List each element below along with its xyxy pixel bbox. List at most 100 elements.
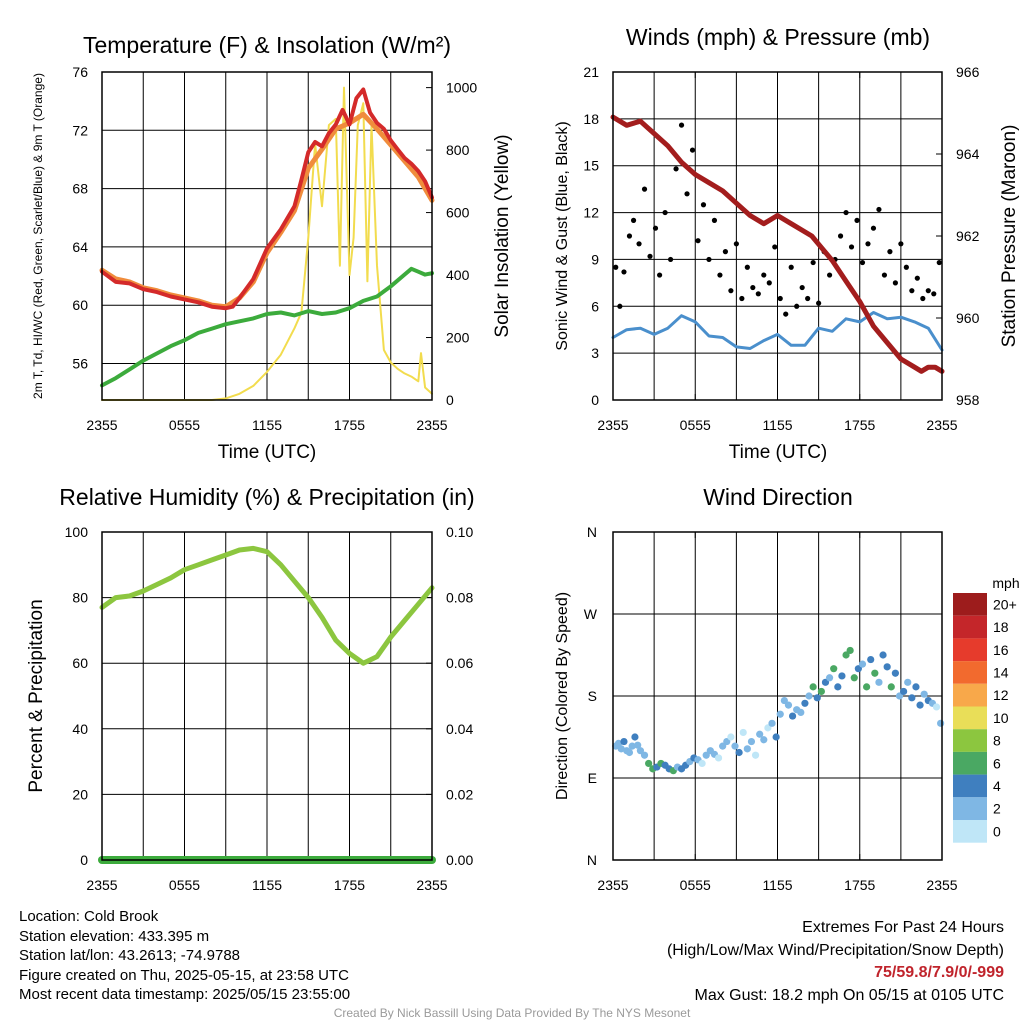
- direction-point: [805, 692, 813, 700]
- x-tick-label: 0555: [680, 417, 711, 433]
- series-2m-temperature: [100, 87, 434, 311]
- series-2m-dewpoint: [100, 266, 434, 388]
- panel-3: 2355 0555 1155 1755 2355 0 20 40 60 80 100 0.00 0.02…: [26, 484, 475, 893]
- gust-point: [843, 209, 849, 216]
- plot-frame: [612, 71, 943, 401]
- direction-point: [809, 683, 817, 691]
- gust-point: [733, 241, 739, 247]
- x-tick-label: 2355: [416, 417, 447, 433]
- direction-point: [756, 730, 764, 738]
- gust-point: [739, 295, 745, 302]
- direction-point: [883, 663, 891, 671]
- y-tick-label: 0: [80, 852, 88, 868]
- gust-point: [711, 217, 718, 223]
- direction-point: [739, 728, 747, 737]
- y-tick-label: 60: [72, 297, 88, 313]
- gust-point: [761, 272, 767, 278]
- direction-point: [640, 751, 649, 759]
- credit-line: Created By Nick Bassill Using Data Provi…: [333, 1006, 691, 1020]
- y-tick-label-right: 964: [956, 146, 980, 162]
- direction-point: [634, 741, 642, 749]
- legend-swatch: [953, 751, 987, 775]
- station-location: Location: Cold Brook: [19, 908, 159, 925]
- x-tick-label: 1155: [252, 417, 282, 433]
- gust-point: [865, 241, 871, 247]
- y-tick-label-right: 962: [956, 228, 980, 244]
- direction-point: [830, 665, 838, 673]
- gust-point: [837, 233, 844, 239]
- direction-point: [887, 683, 895, 691]
- y-tick-label-right: 0.00: [446, 852, 473, 868]
- gust-point: [810, 259, 816, 266]
- direction-point: [788, 712, 797, 720]
- series-relative-humidity: [99, 545, 435, 666]
- gust-point: [854, 217, 860, 223]
- direction-point: [801, 699, 809, 707]
- direction-point: [617, 745, 625, 753]
- direction-point: [937, 719, 945, 727]
- gust-point: [870, 225, 877, 231]
- gust-point: [826, 272, 833, 278]
- direction-point: [731, 742, 739, 750]
- gust-point: [641, 186, 648, 192]
- gust-point: [898, 241, 904, 247]
- y-tick-label-right: 200: [446, 330, 470, 346]
- y-tick-label-right: 0.02: [446, 786, 473, 802]
- speed-legend: mph 20+ 18 16 14 12 10 8 6 4 2 0: [953, 575, 1020, 843]
- legend-swatch: [953, 638, 987, 662]
- direction-point: [916, 701, 924, 709]
- y-tick-label-right: 958: [956, 392, 980, 408]
- x-tick-label: 1755: [334, 417, 365, 433]
- legend-label: 6: [993, 755, 1001, 771]
- max-gust: Max Gust: 18.2 mph On 05/15 at 0105 UTC: [694, 986, 1005, 1004]
- extremes-values: 75/59.8/7.9/0/-999: [874, 964, 1004, 981]
- x-tick-label: 2355: [86, 417, 117, 433]
- gust-point: [700, 202, 707, 208]
- x-tick-label: 2355: [926, 417, 957, 433]
- gust-point: [816, 300, 822, 306]
- y-tick-label: 15: [583, 158, 599, 174]
- legend-swatch: [953, 774, 987, 798]
- y-axis-label: Direction (Colored By Speed): [554, 592, 571, 800]
- gust-point: [667, 256, 674, 263]
- station-elevation: Station elevation: 433.395 m: [19, 927, 210, 945]
- direction-point: [838, 672, 846, 680]
- gust-point: [717, 272, 723, 278]
- x-tick-label: 1155: [252, 877, 282, 893]
- x-tick-label: 0555: [169, 417, 200, 433]
- legend-label: 8: [993, 733, 1001, 749]
- direction-point: [858, 660, 867, 668]
- y-tick-label-right: 1000: [446, 80, 477, 96]
- y-tick-label: 76: [72, 64, 88, 80]
- direction-point: [797, 708, 805, 717]
- legend-label: 18: [993, 619, 1009, 635]
- gust-point: [848, 244, 855, 250]
- y-tick-label-right: 0.06: [446, 655, 473, 671]
- legend-label: 10: [993, 710, 1009, 726]
- y-tick-label: 60: [72, 655, 88, 671]
- direction-point: [817, 687, 825, 696]
- gust-point: [630, 217, 637, 223]
- x-tick-label: 1155: [762, 417, 792, 433]
- direction-point: [645, 759, 653, 768]
- y-tick-label-right: 0.10: [446, 524, 473, 540]
- direction-point: [784, 701, 793, 709]
- gust-point: [794, 303, 800, 309]
- gust-point: [706, 256, 712, 263]
- chart-title: Relative Humidity (%) & Precipitation (i…: [59, 484, 474, 510]
- gust-point: [744, 264, 750, 270]
- gust-point: [788, 264, 794, 270]
- direction-point: [714, 754, 723, 762]
- y-tick-label: 3: [591, 345, 599, 361]
- y-tick-label-right: 0.04: [446, 721, 473, 737]
- legend-swatch: [953, 661, 987, 684]
- x-axis-label: Time (UTC): [729, 442, 828, 463]
- direction-point: [871, 669, 879, 677]
- series-solar-insolation: [101, 86, 433, 401]
- direction-point: [776, 710, 784, 718]
- chart-title: Temperature (F) & Insolation (W/m²): [83, 32, 451, 58]
- y-axis-label-right: Station Pressure (Maroon): [999, 125, 1020, 348]
- y-axis-label: Percent & Precipitation: [26, 599, 47, 792]
- direction-point: [760, 736, 768, 744]
